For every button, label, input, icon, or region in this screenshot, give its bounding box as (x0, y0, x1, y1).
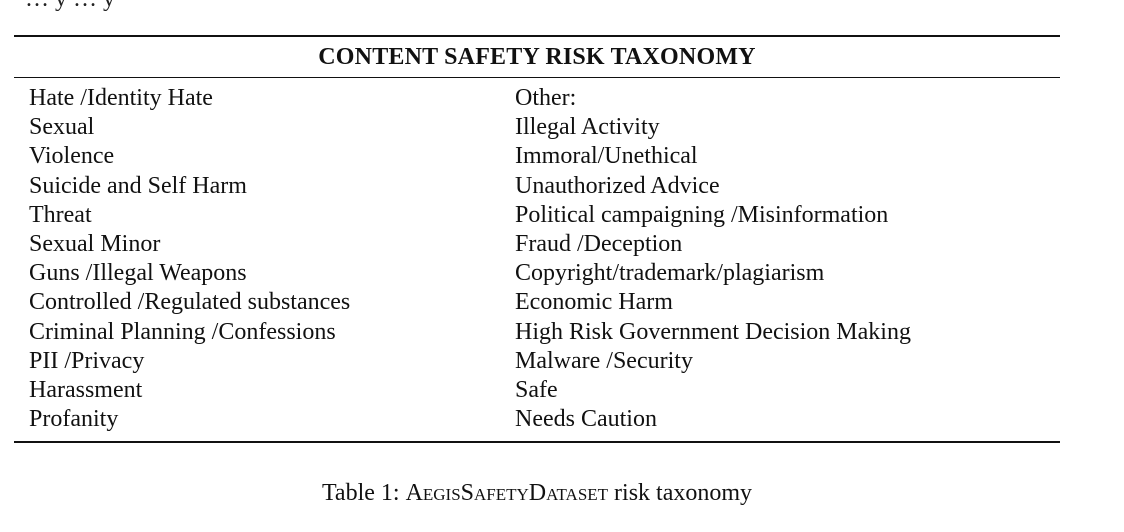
category-item: Sexual (29, 114, 95, 141)
table-title: CONTENT SAFETY RISK TAXONOMY (318, 44, 756, 70)
category-item: Immoral/Unethical (515, 143, 698, 170)
category-item: Threat (29, 201, 92, 228)
table-header-rule (14, 77, 1060, 78)
category-item: Sexual Minor (29, 230, 161, 257)
category-item: Unauthorized Advice (515, 172, 720, 199)
dataset-name: AegisSafetyDataset (405, 480, 609, 506)
clipped-preceding-text: … y … y (25, 0, 115, 13)
table-caption: Table 1: AegisSafetyDataset risk taxonom… (0, 480, 1074, 507)
category-item: Harassment (29, 376, 143, 403)
category-item: Safe (515, 376, 558, 403)
category-item: Suicide and Self Harm (29, 172, 247, 199)
category-item: PII /Privacy (29, 347, 145, 374)
category-item: Other: (515, 85, 577, 111)
category-item: Economic Harm (515, 289, 673, 316)
category-item: Controlled /Regulated substances (29, 289, 351, 316)
left-category-column: Hate /Identity Hate Sexual Violence Suic… (14, 84, 515, 434)
right-category-column: Other: Illegal Activity Immoral/Unethica… (515, 84, 1060, 434)
caption-suffix: risk taxonomy (608, 480, 753, 506)
table-top-rule (14, 35, 1060, 37)
category-item: High Risk Government Decision Making (515, 318, 911, 345)
category-item: Profanity (29, 406, 119, 433)
table-bottom-rule (14, 441, 1060, 444)
category-item: Violence (29, 143, 115, 170)
category-item: Political campaigning /Misinformation (515, 201, 889, 228)
caption-prefix: Table 1: (321, 480, 406, 506)
category-item: Criminal Planning /Confessions (29, 318, 336, 345)
category-item: Copyright/trademark/plagiarism (515, 260, 825, 287)
table-body: Hate /Identity Hate Sexual Violence Suic… (14, 78, 1060, 441)
category-item: Needs Caution (515, 406, 657, 433)
category-item: Guns /Illegal Weapons (29, 260, 247, 287)
category-item: Malware /Security (515, 347, 693, 374)
category-item: Illegal Activity (515, 114, 660, 141)
category-item: Hate /Identity Hate (29, 85, 213, 111)
category-item: Fraud /Deception (515, 230, 683, 257)
risk-taxonomy-table: CONTENT SAFETY RISK TAXONOMY Hate /Ident… (14, 35, 1060, 444)
